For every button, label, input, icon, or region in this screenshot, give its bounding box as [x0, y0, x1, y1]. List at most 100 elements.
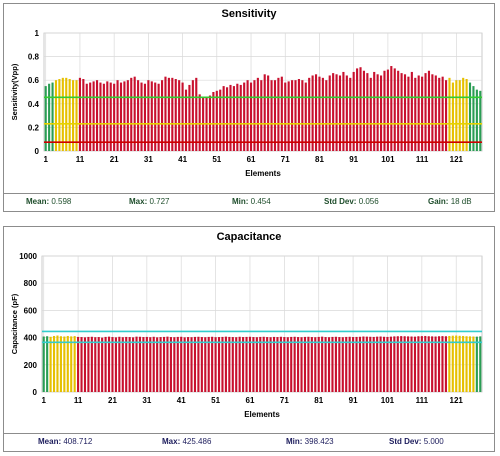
bar	[321, 77, 324, 151]
bar	[410, 336, 413, 392]
bar	[451, 82, 454, 151]
stat-std-dev: Std Dev: 0.056	[324, 197, 379, 206]
bar	[121, 337, 124, 392]
bar	[303, 336, 307, 392]
bar	[224, 336, 227, 392]
bar	[232, 86, 235, 151]
bar	[197, 336, 200, 392]
bar	[365, 336, 368, 392]
bar	[366, 73, 369, 151]
bar	[475, 89, 478, 151]
bar	[159, 337, 162, 392]
stat-label: Std Dev:	[389, 437, 422, 446]
bar	[438, 77, 441, 151]
bar	[173, 337, 176, 392]
bar	[393, 336, 396, 392]
bar	[472, 336, 475, 392]
bar	[266, 337, 269, 392]
bar	[427, 336, 430, 392]
x-tick-label: 31	[142, 396, 151, 405]
bar	[226, 87, 229, 151]
bar	[132, 337, 135, 392]
bar	[125, 336, 128, 392]
bar	[421, 76, 424, 151]
stat-label: Max:	[129, 197, 148, 206]
bar	[89, 82, 92, 151]
bar	[317, 336, 320, 392]
bar	[167, 77, 170, 151]
bar	[70, 336, 73, 392]
x-tick-label: 51	[211, 396, 220, 405]
bar	[334, 336, 337, 392]
bar	[277, 77, 280, 151]
bar	[424, 335, 427, 392]
stat-std-dev: Std Dev: 5.000	[389, 437, 444, 446]
x-axis-label: Elements	[245, 169, 281, 178]
bar	[94, 337, 97, 392]
bar	[217, 337, 221, 392]
bar	[286, 337, 289, 392]
bar	[414, 77, 417, 151]
bar	[169, 337, 172, 392]
x-tick-label: 91	[349, 396, 358, 405]
bar	[80, 337, 83, 392]
y-tick-label: 0.6	[28, 76, 40, 85]
bar	[59, 336, 62, 392]
bar	[178, 80, 181, 151]
bar	[348, 336, 351, 392]
bar	[307, 336, 310, 392]
bar	[280, 76, 283, 151]
bar	[246, 80, 249, 151]
bar	[434, 75, 437, 151]
stat-label: Std Dev:	[324, 197, 357, 206]
bar	[304, 82, 307, 151]
bar	[396, 336, 399, 392]
bar	[54, 80, 58, 151]
bar	[468, 82, 472, 151]
bar	[332, 73, 335, 151]
bar	[272, 336, 276, 392]
stat-value: 18 dB	[450, 197, 472, 206]
bar	[150, 81, 153, 151]
bar	[301, 80, 304, 151]
stat-value: 0.454	[250, 197, 271, 206]
bar	[75, 80, 78, 151]
bar	[263, 74, 266, 151]
bar	[362, 70, 366, 151]
bar	[373, 71, 376, 151]
bar	[338, 337, 341, 392]
bar	[190, 337, 193, 392]
bar	[85, 83, 88, 151]
bar	[314, 74, 318, 151]
bar	[297, 79, 300, 151]
bar	[149, 337, 152, 392]
bar	[465, 336, 468, 392]
bar	[417, 336, 420, 392]
bar	[311, 75, 314, 151]
bar	[72, 80, 75, 151]
bar	[116, 80, 119, 151]
bar	[248, 336, 252, 392]
x-tick-label: 41	[177, 396, 186, 405]
capacitance-chart-panel: Capacitance 0 200 400 600 800 1000 1 11 21 31 41 51…	[3, 226, 495, 452]
bar	[341, 337, 344, 392]
bar	[95, 80, 99, 151]
bar	[393, 68, 396, 151]
bar	[352, 71, 355, 151]
bar	[229, 84, 232, 151]
bar	[372, 336, 375, 392]
bar	[410, 71, 413, 151]
bar	[113, 83, 116, 151]
bar	[138, 336, 142, 392]
bar	[176, 336, 179, 392]
stat-mean: Mean: 0.598	[26, 197, 71, 206]
bar	[102, 83, 105, 151]
bar	[335, 74, 338, 151]
bar	[90, 336, 93, 392]
x-tick-label: 91	[349, 155, 358, 164]
bar	[46, 336, 49, 392]
bar	[73, 336, 76, 392]
bar	[293, 336, 296, 392]
x-tick-label: 111	[416, 396, 429, 405]
sensitivity-chart-panel: Sensitivity 0 0.2 0.4 0.6 0.8 1 1 11 21 31 41 51 61 7…	[3, 3, 495, 212]
